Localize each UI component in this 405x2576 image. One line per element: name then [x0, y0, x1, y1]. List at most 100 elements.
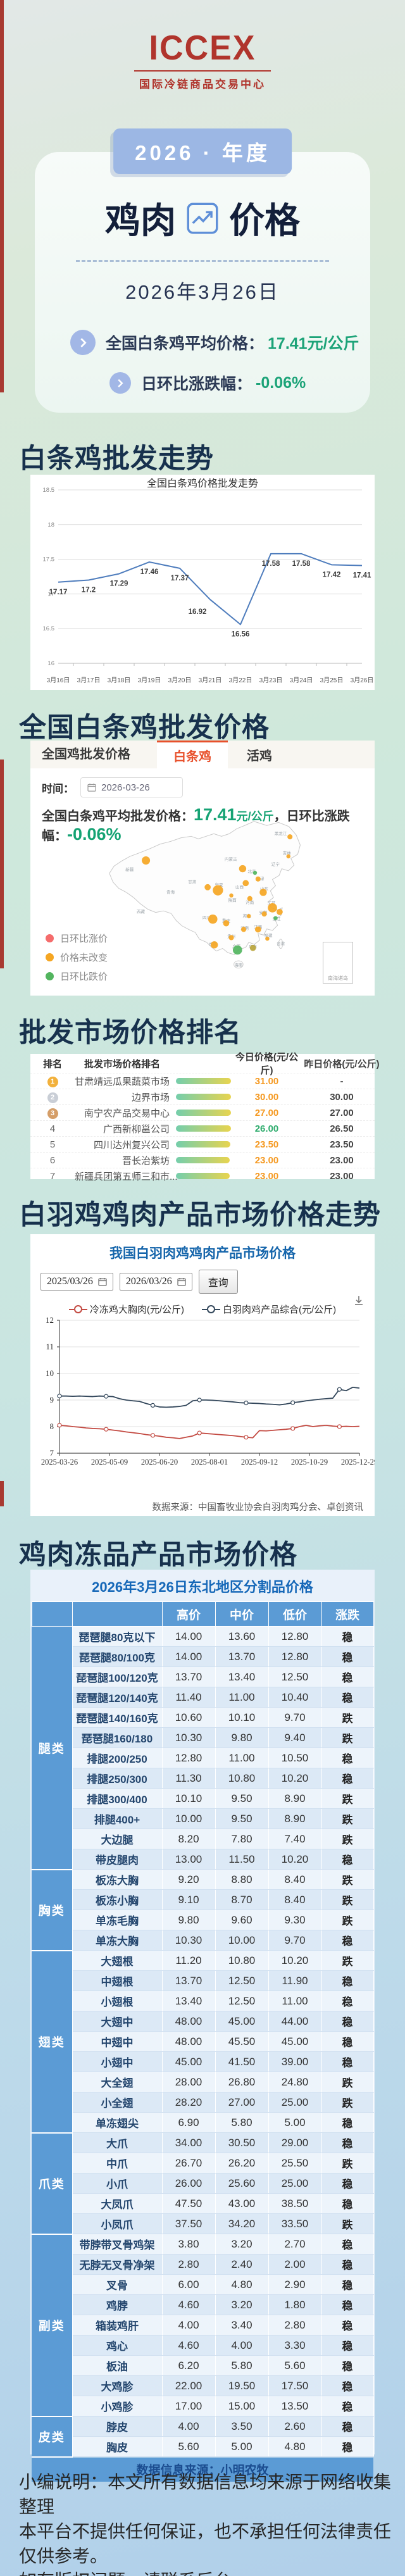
legend-dot-up: [46, 934, 54, 942]
frozen-table-row: 小翅根 13.40 12.50 11.00 稳: [32, 1991, 374, 2011]
disclaimer: 小编说明：本文所有数据信息均来源于网络收集整理 本平台不提供任何保证，也不承担任…: [19, 2470, 396, 2576]
frozen-table-row: 中翅根 13.70 12.50 11.90 稳: [32, 1970, 374, 1991]
disclaimer-line: 小编说明：本文所有数据信息均来源于网络收集整理: [19, 2472, 392, 2517]
tab-huoji[interactable]: 活鸡: [247, 749, 272, 763]
svg-text:3月23日: 3月23日: [259, 677, 283, 684]
title-right: 价格: [229, 201, 300, 241]
product-trend-chart: 7 8 9 10 11 12 2025-03-26 2025-05-09 2025-06-20 2…: [41, 1315, 375, 1466]
frozen-table-row: 琵琶腿160/180 10.30 9.80 9.40 跌: [32, 1727, 374, 1748]
chevron-bullet-icon: [109, 372, 131, 394]
logo-divider: [134, 70, 271, 72]
date-from-input[interactable]: 2025/03/26: [40, 1273, 113, 1291]
svg-text:陕西: 陕西: [228, 897, 237, 903]
svg-text:2025-09-12: 2025-09-12: [241, 1458, 278, 1466]
download-icon[interactable]: [353, 1295, 364, 1310]
frozen-table-row: 排腿400+ 10.00 9.50 8.90 跌: [32, 1808, 374, 1829]
svg-text:3月18日: 3月18日: [108, 677, 131, 684]
left-accent-strip: [0, 760, 4, 968]
svg-text:3月17日: 3月17日: [77, 677, 101, 684]
time-filter-row: 时间： 2026-03-26: [42, 777, 375, 797]
svg-text:全国白条鸡价格批发走势: 全国白条鸡价格批发走势: [147, 478, 258, 489]
frozen-table-row: 小凤爪 37.50 34.20 33.50 跌: [32, 2213, 374, 2234]
header-high: 高价: [161, 1601, 216, 1627]
frozen-table-source: 数据信息来源：小明农牧: [32, 2457, 373, 2482]
frozen-table-row: 排腿250/300 11.30 10.80 10.20 稳: [32, 1768, 374, 1789]
left-accent-strip: [0, 1481, 4, 1506]
ranking-row: 2 边界市场 30.00 30.00: [30, 1089, 375, 1104]
calendar-icon: [177, 1278, 186, 1286]
frozen-table-row: 鸡脖 4.60 3.20 1.80 稳: [32, 2294, 374, 2315]
section-title-wholesale: 全国白条鸡批发价格: [19, 713, 270, 743]
date-picker[interactable]: 2026-03-26: [80, 777, 183, 797]
frozen-table-row: 单冻翅尖 6.90 5.80 5.00 稳: [32, 2112, 374, 2133]
header-mid: 中价: [215, 1601, 269, 1627]
header-category: [31, 1601, 73, 1627]
svg-text:3月26日: 3月26日: [351, 677, 374, 684]
rank-bar: [176, 1110, 231, 1116]
frozen-table-row: 胸皮 5.60 5.00 4.80 稳: [32, 2436, 374, 2457]
disclaimer-line: 仅供参考。: [19, 2546, 108, 2566]
frozen-table-row: 胸类 板冻大胸 9.20 8.80 8.40 跌: [32, 1869, 374, 1951]
col-market: 批发市场价格排名: [84, 1058, 160, 1070]
legend-item-flat: 价格未改变: [46, 951, 108, 964]
col-today: 今日价格(元/公斤): [235, 1052, 299, 1076]
logo-subtitle: 国际冷链商品交易中心: [139, 78, 266, 91]
tab-group-label: 全国鸡批发价格: [42, 747, 130, 761]
svg-text:17.58: 17.58: [292, 560, 311, 568]
frozen-table-row: 大翅中 48.00 45.00 44.00 稳: [32, 2011, 374, 2032]
frozen-table-row: 板油 6.20 5.80 5.60 稳: [32, 2355, 374, 2376]
disclaimer-line: 如有版权问题，请联系后台。: [19, 2568, 396, 2576]
logo-wordmark: ICCEX: [149, 28, 256, 68]
date-to-input[interactable]: 2026/03/26: [119, 1273, 192, 1291]
page-title: 鸡肉 价格: [35, 192, 370, 244]
iccex-logo: ICCEX 国际冷链商品交易中心: [0, 28, 405, 91]
svg-text:3月24日: 3月24日: [290, 677, 313, 684]
dod-line: 日环比涨跌幅： -0.06%: [35, 372, 370, 394]
frozen-table-row: 单冻毛胸 9.80 9.60 9.30 跌: [32, 1910, 374, 1930]
svg-text:海南: 海南: [234, 962, 243, 968]
report-date: 2026年3月26日: [125, 281, 280, 303]
frozen-table-row: 带皮腿肉 13.00 11.50 10.20 稳: [32, 1849, 374, 1870]
frozen-table-row: 大全翅 28.00 26.80 24.80 跌: [32, 2072, 374, 2092]
legend-item-composite: 白羽肉鸡产品综合(元/公斤): [202, 1303, 336, 1316]
frozen-table-row: 箱装鸡肝 4.00 3.40 2.80 稳: [32, 2315, 374, 2335]
svg-text:吉林: 吉林: [283, 850, 292, 856]
col-rank: 排名: [42, 1058, 62, 1070]
header-low: 低价: [268, 1601, 322, 1627]
ranking-row: 1 甘肃靖远瓜果蔬菜市场 31.00-: [30, 1073, 375, 1089]
avg-wholesale-price-line: 全国白条鸡平均批发价格：17.41元/公斤，日环比涨跌幅：-0.06%: [42, 805, 375, 844]
legend-dot-flat: [46, 953, 54, 961]
rank-bar: [176, 1141, 230, 1147]
dod-value: -0.06%: [67, 825, 122, 844]
query-button[interactable]: 查询: [198, 1270, 238, 1294]
frozen-table-row: 副类 带脖带叉骨鸡架 3.80 3.20 2.70 稳: [32, 2234, 374, 2417]
ranking-rows: 1 甘肃靖远瓜果蔬菜市场 31.00-2 边界市场 30.00 30.00 3 南宁农产品交易…: [30, 1073, 375, 1184]
date-picker-value: 2026-03-26: [101, 782, 150, 793]
frozen-table-row: 腿类 琵琶腿80克以下 14.00 13.60 12.80 稳: [32, 1626, 374, 1870]
svg-text:17: 17: [47, 591, 54, 597]
svg-text:3月21日: 3月21日: [199, 677, 222, 684]
frozen-table-row: 中爪 26.70 26.20 25.50 跌: [32, 2153, 374, 2173]
legend-item-breast: 冷冻鸡大胸肉(元/公斤): [68, 1303, 184, 1316]
ranking-header: 排名 批发市场价格排名 今日价格(元/公斤) 昨日价格(元/公斤): [30, 1052, 380, 1076]
svg-text:2025-10-29: 2025-10-29: [291, 1458, 328, 1466]
header-product: [72, 1601, 163, 1627]
frozen-table-row: 鸡心 4.60 4.00 3.30 稳: [32, 2335, 374, 2356]
rank-bar: [176, 1078, 231, 1084]
frozen-table-row: 琵琶腿140/160克 10.60 10.10 9.70 跌: [32, 1707, 374, 1728]
svg-text:宁夏: 宁夏: [215, 882, 224, 887]
category-cell: 皮类: [32, 2416, 73, 2458]
year-badge: 2026 · 年度: [113, 128, 292, 174]
frozen-table-row: 大凤爪 47.50 43.00 38.50 稳: [32, 2193, 374, 2214]
rank-bar: [176, 1173, 230, 1179]
china-map: 新疆西藏青海甘肃内蒙古黑龙江吉林辽宁北京天津山西山东宁夏陕西河南江苏安徽湖北四川…: [109, 821, 301, 968]
category-cell: 胸类: [32, 1869, 73, 1951]
date-range-controls: 2025/03/26 2026/03/26 查询: [40, 1270, 375, 1294]
rank-bar: [176, 1094, 231, 1100]
ranking-row: 7 新疆兵团第五师三和市... 23.00 23.00: [30, 1168, 375, 1184]
svg-text:3月19日: 3月19日: [138, 677, 161, 684]
svg-text:17.37: 17.37: [171, 575, 189, 582]
svg-text:18.5: 18.5: [43, 487, 55, 494]
frozen-products-card: 2026年3月26日东北地区分割品价格 高价 中价 低价 涨跌 腿类 琵琶腿80克…: [30, 1570, 375, 2482]
tab-baitiaoji[interactable]: 白条鸡: [157, 741, 228, 768]
